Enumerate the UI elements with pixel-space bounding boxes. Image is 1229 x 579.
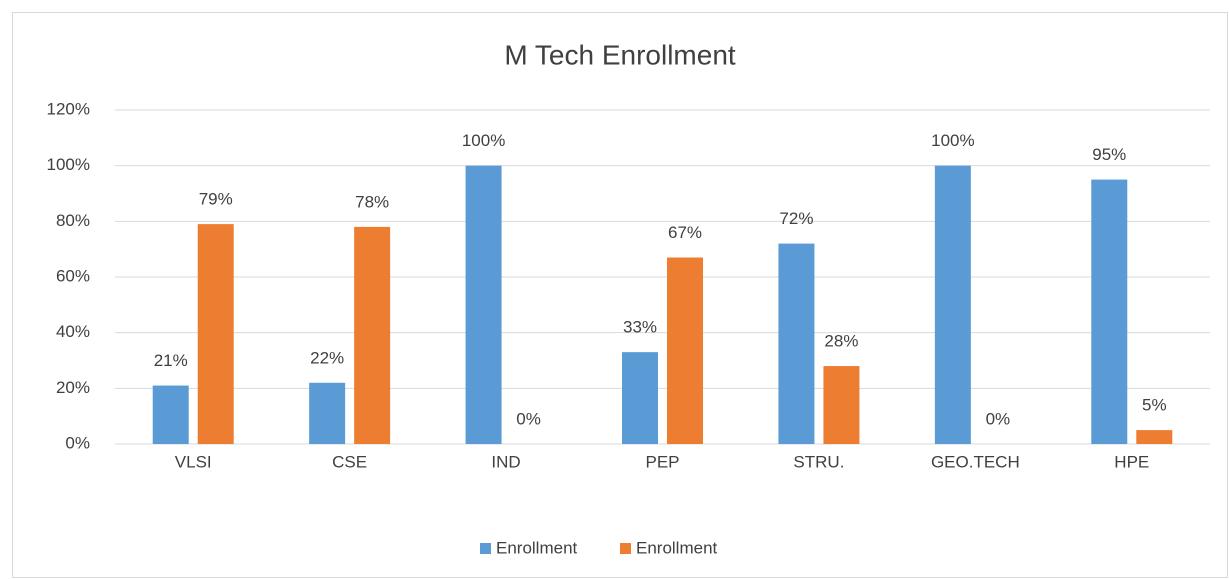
y-tick-label: 60% bbox=[56, 266, 90, 285]
legend-swatch bbox=[480, 543, 491, 554]
bar bbox=[622, 352, 658, 444]
data-label: 95% bbox=[1092, 145, 1126, 164]
bar bbox=[823, 366, 860, 444]
chart-border bbox=[12, 12, 1228, 578]
x-tick-label: VLSI bbox=[175, 452, 212, 471]
chart-title: M Tech Enrollment bbox=[504, 39, 736, 70]
y-tick-label: 120% bbox=[47, 99, 90, 118]
data-label: 100% bbox=[462, 131, 505, 150]
x-tick-label: GEO.TECH bbox=[931, 452, 1020, 471]
data-label: 0% bbox=[986, 409, 1011, 428]
bar bbox=[354, 226, 391, 444]
data-label: 67% bbox=[668, 223, 702, 242]
bar bbox=[309, 382, 346, 444]
bar bbox=[778, 243, 815, 444]
data-label: 100% bbox=[931, 131, 974, 150]
data-label: 28% bbox=[824, 332, 858, 351]
y-tick-label: 20% bbox=[56, 378, 90, 397]
y-tick-label: 80% bbox=[56, 211, 90, 230]
data-label: 0% bbox=[516, 409, 541, 428]
y-tick-label: 100% bbox=[47, 155, 90, 174]
y-tick-label: 0% bbox=[65, 433, 90, 452]
bar bbox=[197, 224, 234, 444]
x-tick-label: PEP bbox=[645, 452, 679, 471]
bar bbox=[1091, 179, 1128, 445]
bar bbox=[1136, 430, 1173, 444]
data-label: 79% bbox=[199, 190, 233, 209]
data-label: 5% bbox=[1142, 396, 1167, 415]
data-label: 22% bbox=[310, 348, 344, 367]
x-tick-label: CSE bbox=[332, 452, 367, 471]
x-tick-label: IND bbox=[491, 452, 520, 471]
data-label: 78% bbox=[355, 192, 389, 211]
bar bbox=[465, 165, 502, 444]
bar bbox=[152, 385, 189, 444]
data-label: 21% bbox=[154, 351, 188, 370]
legend-swatch bbox=[620, 543, 631, 554]
y-tick-label: 40% bbox=[56, 322, 90, 341]
x-tick-label: STRU. bbox=[793, 452, 844, 471]
x-tick-label: HPE bbox=[1114, 452, 1149, 471]
data-label: 72% bbox=[779, 209, 813, 228]
bar bbox=[934, 165, 971, 444]
data-label: 33% bbox=[623, 318, 657, 337]
legend-label: Enrollment bbox=[636, 538, 718, 557]
legend-label: Enrollment bbox=[496, 538, 578, 557]
bar bbox=[667, 257, 703, 444]
